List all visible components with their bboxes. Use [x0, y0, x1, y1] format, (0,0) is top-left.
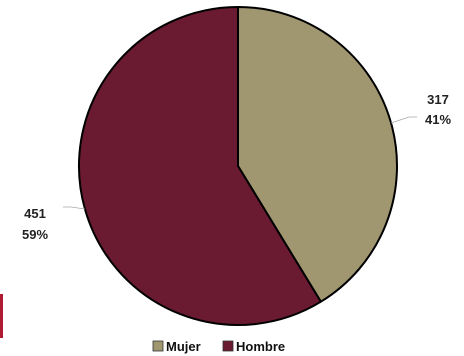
- legend-swatch-hombre: [222, 340, 234, 352]
- data-label-hombre-value: 451: [24, 206, 46, 221]
- left-edge-accent: [0, 294, 3, 338]
- legend: Mujer Hombre: [152, 339, 285, 354]
- leader-line-mujer: [390, 116, 418, 124]
- pie-slice-hombre: [78, 6, 322, 326]
- pie-slices: [78, 6, 398, 326]
- leader-line-hombre: [62, 206, 85, 210]
- data-label-mujer-value: 317: [427, 92, 449, 107]
- data-label-mujer-percent: 41%: [425, 112, 451, 127]
- legend-label-hombre: Hombre: [236, 339, 285, 354]
- data-label-hombre-percent: 59%: [22, 227, 48, 242]
- legend-label-mujer: Mujer: [166, 339, 201, 354]
- legend-swatch-mujer: [152, 340, 164, 352]
- leader-lines: [62, 116, 418, 210]
